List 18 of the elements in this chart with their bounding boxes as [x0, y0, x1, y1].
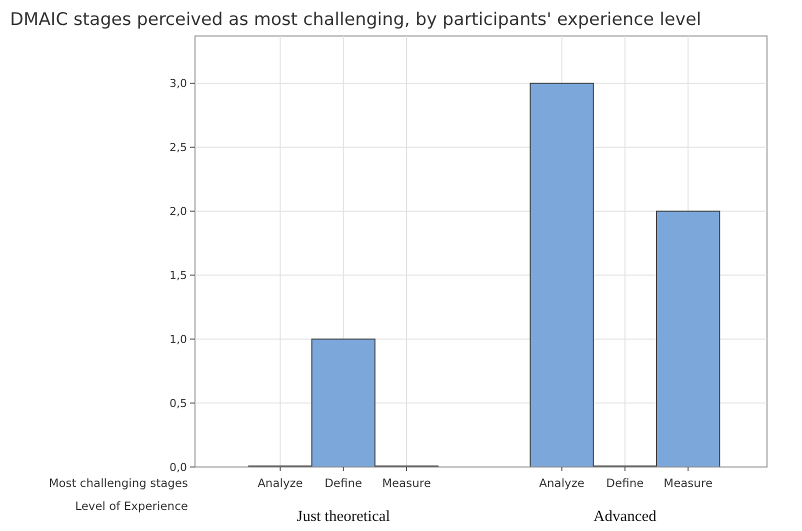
x-axis-title: Most challenging stages — [48, 476, 188, 490]
y-tick-label: 2,5 — [170, 141, 187, 154]
y-tick-label: 2,0 — [170, 205, 187, 218]
x-tick-label: Define — [324, 476, 362, 490]
chart-title: DMAIC stages perceived as most challenging, by participants' experience level — [10, 10, 702, 30]
y-tick-label: 0,0 — [170, 460, 187, 474]
text: Level of Experience — [75, 499, 188, 513]
y-tick-label: 1,0 — [170, 332, 187, 346]
text: Advanced — [594, 508, 657, 525]
y-tick-label: 0,5 — [170, 396, 187, 410]
y-tick-label: 3,0 — [170, 77, 187, 90]
x-tick-label: Measure — [382, 476, 431, 490]
x-tick-label: Analyze — [258, 476, 303, 490]
x-tick-label: Define — [606, 476, 644, 490]
text: Just theoretical — [296, 508, 390, 525]
y-tick-label: 1,5 — [170, 269, 187, 282]
x-tick-label: Measure — [664, 476, 713, 490]
x-tick-label: Analyze — [539, 476, 584, 490]
